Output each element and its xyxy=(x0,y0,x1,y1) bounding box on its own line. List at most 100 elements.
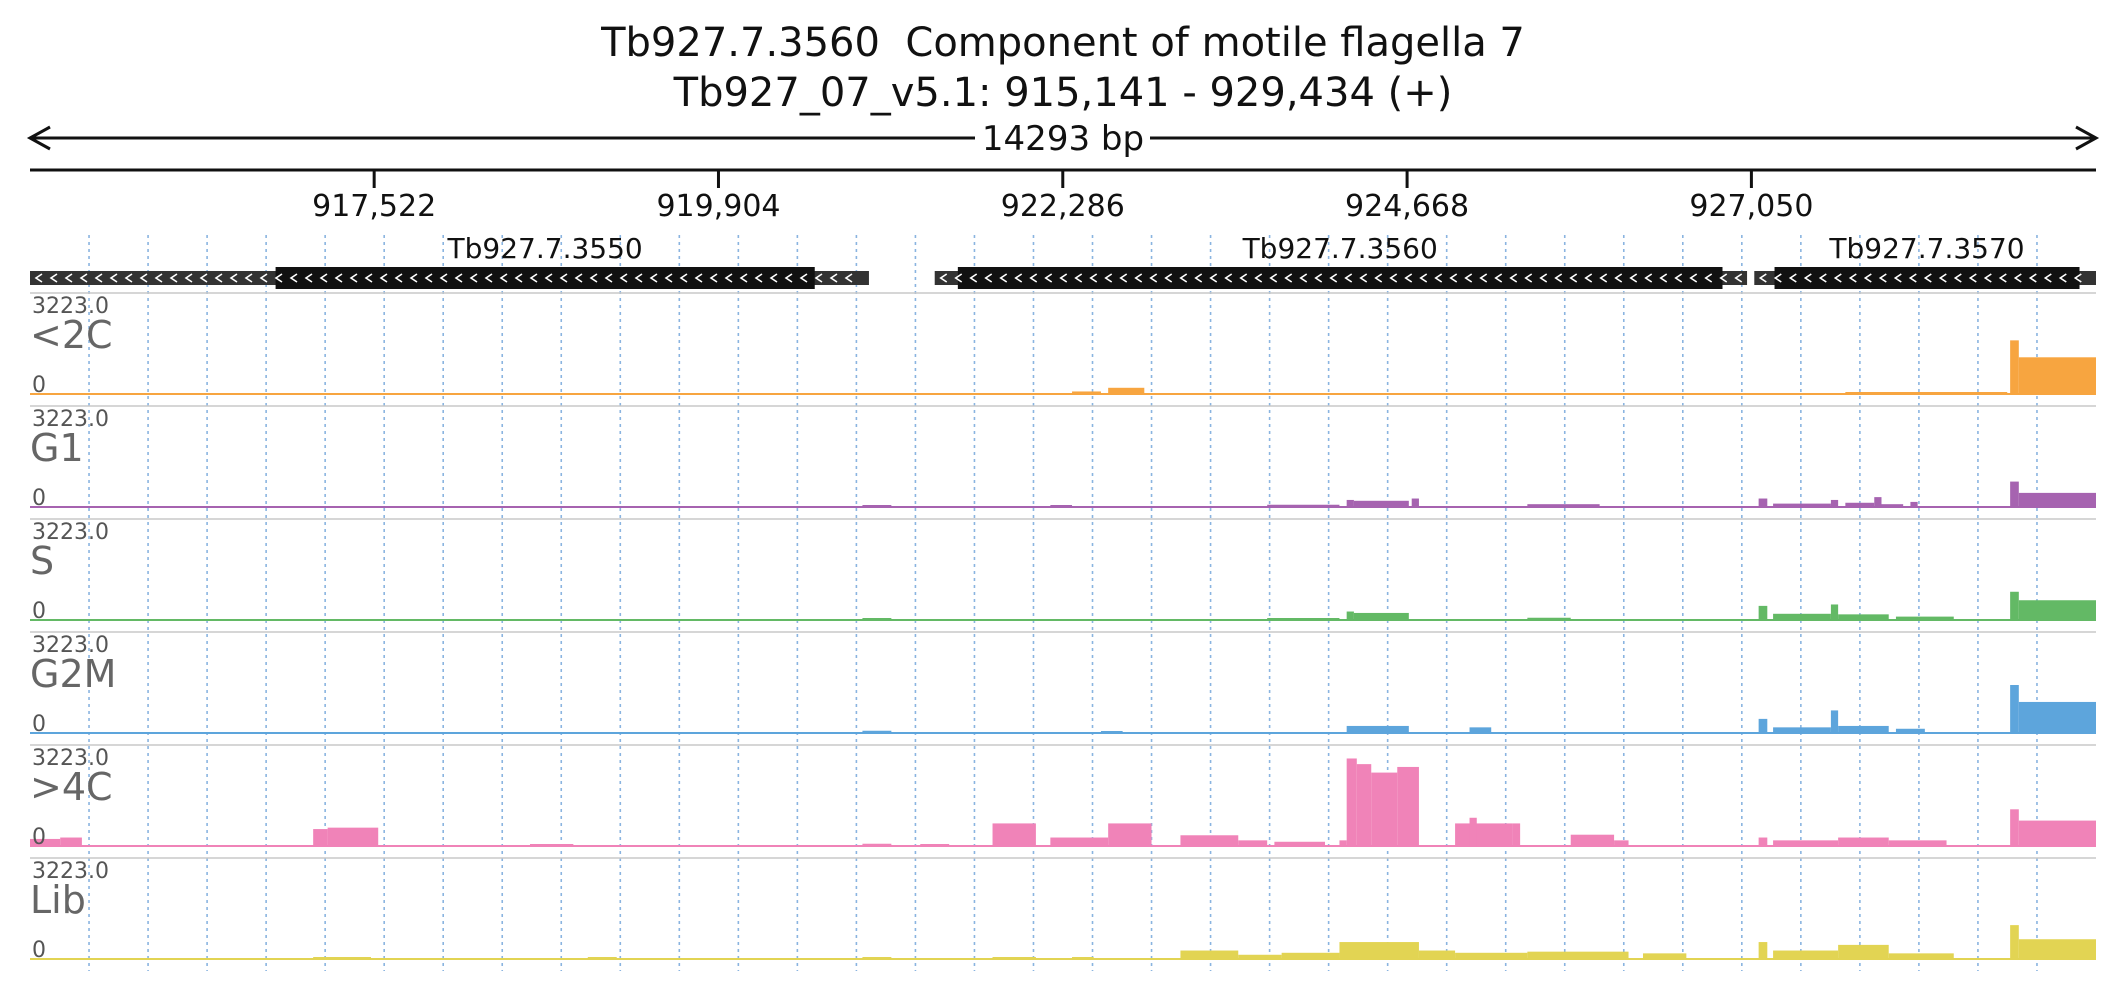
coverage-bar xyxy=(1353,500,1409,507)
strand-arrow xyxy=(1908,273,1917,283)
strand-arrow xyxy=(1758,273,1767,283)
strand-arrow xyxy=(1674,273,1683,283)
coverage-bar xyxy=(2018,939,2096,959)
strand-arrow xyxy=(1629,273,1638,283)
gene-label: Tb927.7.3570 xyxy=(1828,232,2024,265)
strand-arrow xyxy=(1149,273,1158,283)
coverage-bar xyxy=(1455,952,1528,959)
strand-arrow xyxy=(1659,273,1668,283)
coverage-bar xyxy=(2018,600,2096,620)
strand-arrow xyxy=(2058,273,2067,283)
strand-arrow xyxy=(1509,273,1518,283)
strand-arrow xyxy=(694,273,703,283)
y-max-label: 3223.0 xyxy=(32,859,109,884)
strand-arrow xyxy=(199,273,208,283)
coverage-bar xyxy=(1758,605,1768,620)
coverage-bar xyxy=(1881,504,1904,507)
strand-arrow xyxy=(154,273,163,283)
strand-arrow xyxy=(274,273,283,283)
strand-arrow xyxy=(289,273,298,283)
y-min-label: 0 xyxy=(32,712,46,737)
strand-arrow xyxy=(574,273,583,283)
strand-arrow xyxy=(1434,273,1443,283)
coverage-bar xyxy=(992,823,1036,846)
strand-arrow xyxy=(1878,273,1887,283)
y-min-label: 0 xyxy=(32,938,46,963)
y-max-label: 3223.0 xyxy=(32,520,109,545)
coverage-bar xyxy=(1874,497,1882,507)
strand-arrow xyxy=(1419,273,1428,283)
coverage-bar xyxy=(1773,613,1831,620)
strand-arrow xyxy=(844,273,853,283)
coverage-bar xyxy=(1238,954,1282,959)
strand-arrow xyxy=(634,273,643,283)
coverage-bar xyxy=(1830,499,1839,507)
strand-arrow xyxy=(334,273,343,283)
strand-arrow xyxy=(814,273,823,283)
coverage-bar xyxy=(1614,840,1629,846)
strand-arrow xyxy=(939,273,948,283)
x-tick-label: 927,050 xyxy=(1689,189,1813,224)
y-max-label: 3223.0 xyxy=(32,407,109,432)
coverage-bar xyxy=(1238,840,1268,846)
coverage-bar xyxy=(862,843,892,846)
strand-arrow xyxy=(1998,273,2007,283)
coverage-bar xyxy=(327,827,371,846)
strand-arrow xyxy=(1494,273,1503,283)
strand-arrow xyxy=(1863,273,1872,283)
coverage-bar xyxy=(1371,772,1398,846)
strand-arrow xyxy=(1524,273,1533,283)
track-name: S xyxy=(30,539,54,583)
coverage-bar xyxy=(1267,504,1340,507)
strand-arrow xyxy=(484,273,493,283)
strand-arrow xyxy=(1464,273,1473,283)
coverage-bar xyxy=(1527,951,1629,959)
strand-arrow xyxy=(1179,273,1188,283)
strand-arrow xyxy=(124,273,133,283)
strand-arrow xyxy=(2013,273,2022,283)
strand-arrow xyxy=(954,273,963,283)
coverage-bar xyxy=(1346,611,1354,620)
track: 3223.0<2C 0 xyxy=(30,292,2096,398)
coverage-bar xyxy=(1838,725,1889,733)
coverage-bar xyxy=(1108,387,1145,394)
x-tick-label: 917,522 xyxy=(312,189,436,224)
strand-arrow xyxy=(1269,273,1278,283)
coverage-bar xyxy=(920,844,950,846)
coverage-bar xyxy=(862,730,892,733)
track-name: >4C xyxy=(30,765,113,809)
strand-arrow xyxy=(1044,273,1053,283)
span-label: 14293 bp xyxy=(982,119,1144,159)
strand-arrow xyxy=(1893,273,1902,283)
strand-arrow xyxy=(1704,273,1713,283)
strand-arrow xyxy=(319,273,328,283)
strand-arrow xyxy=(259,273,268,283)
coverage-bar xyxy=(2018,701,2096,733)
coverage-bar xyxy=(1830,604,1839,620)
coverage-bar xyxy=(1281,952,1340,959)
coverage-bar xyxy=(587,957,617,959)
coverage-bar xyxy=(1888,840,1947,846)
coverage-bar xyxy=(1888,953,1954,959)
coverage-bar xyxy=(2010,685,2019,733)
coverage-bar xyxy=(1050,837,1109,846)
coverage-bar xyxy=(1773,503,1831,507)
strand-arrow xyxy=(1983,273,1992,283)
strand-arrow xyxy=(1209,273,1218,283)
strand-arrow xyxy=(229,273,238,283)
strand-arrow xyxy=(349,273,358,283)
coverage-bar xyxy=(313,829,328,846)
strand-arrow xyxy=(1569,273,1578,283)
strand-arrows-icon xyxy=(34,273,853,283)
strand-arrow xyxy=(529,273,538,283)
coverage-bar xyxy=(1346,758,1357,846)
coverage-bar xyxy=(2010,591,2019,620)
coverage-bar xyxy=(1845,502,1875,507)
strand-arrow xyxy=(1134,273,1143,283)
coverage-bar xyxy=(1418,950,1456,959)
y-min-label: 0 xyxy=(32,825,46,850)
strand-arrow xyxy=(1074,273,1083,283)
coverage-bar xyxy=(1411,498,1419,507)
